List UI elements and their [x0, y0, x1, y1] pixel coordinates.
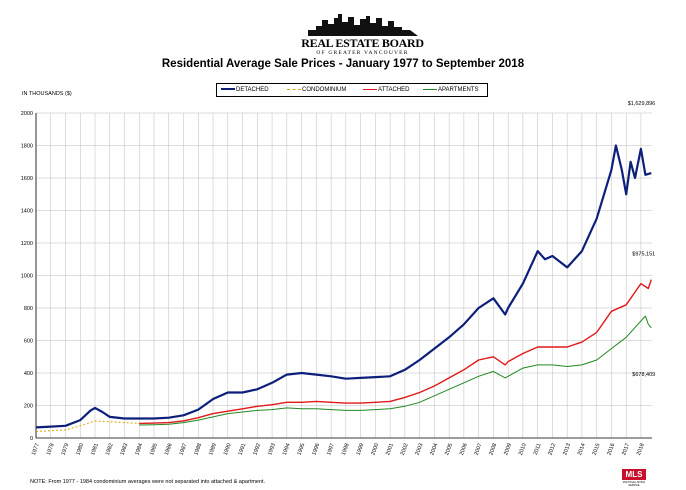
x-tick-label: 1982: [105, 443, 115, 457]
x-tick-label: 1999: [356, 443, 366, 457]
skyline-icon: [308, 14, 418, 36]
x-tick-label: 1986: [164, 443, 174, 457]
x-tick-label: 1992: [252, 443, 262, 457]
y-tick-label: 600: [24, 339, 33, 345]
x-tick-label: 1987: [179, 443, 189, 457]
x-tick-label: 2001: [385, 443, 395, 457]
y-tick-label: 1800: [21, 144, 33, 150]
x-tick-label: 1980: [75, 443, 85, 457]
legend-swatch-condominium: [287, 88, 301, 90]
y-tick-label: 1200: [21, 241, 33, 247]
x-tick-label: 2008: [488, 443, 498, 457]
legend-item-detached: DETACHED: [221, 86, 269, 94]
y-tick-label: 1600: [21, 176, 33, 182]
y-tick-label: 800: [24, 306, 33, 312]
x-tick-label: 2016: [606, 443, 616, 457]
legend-item-condominium: CONDOMINIUM: [287, 86, 346, 94]
x-tick-label: 2011: [533, 443, 543, 456]
series-line-apartments: [139, 315, 652, 426]
x-tick-label: 2017: [621, 443, 631, 457]
x-tick-label: 2014: [577, 443, 587, 457]
footnote: NOTE: From 1977 - 1984 condominium avera…: [30, 479, 266, 485]
x-tick-label: 1981: [90, 443, 100, 457]
y-tick-label: 1400: [21, 209, 33, 215]
legend-label-attached: ATTACHED: [378, 87, 410, 93]
x-tick-label: 1998: [341, 443, 351, 457]
x-tick-label: 2007: [474, 443, 484, 457]
x-tick-label: 1995: [297, 443, 307, 457]
legend-label-detached: DETACHED: [236, 87, 269, 93]
x-tick-label: 1990: [223, 443, 233, 457]
y-tick-label: 2000: [21, 111, 33, 117]
legend-swatch-apartments: [423, 88, 437, 90]
legend-swatch-detached: [221, 88, 235, 91]
series-line-attached: [139, 279, 652, 425]
x-tick-label: 1983: [120, 443, 130, 457]
x-tick-label: 2009: [503, 443, 513, 457]
legend-item-apartments: APARTMENTS: [423, 86, 478, 94]
x-tick-label: 2004: [429, 443, 439, 457]
y-units-label: IN THOUSANDS ($): [22, 91, 72, 97]
annotation-attached: $975,151: [632, 252, 655, 258]
x-tick-label: 1989: [208, 443, 218, 457]
x-tick-label: 2013: [562, 443, 572, 457]
x-tick-label: 2002: [400, 443, 410, 457]
mls-logo: MLS: [622, 469, 646, 480]
x-tick-label: 1979: [61, 443, 71, 457]
x-tick-label: 1997: [326, 443, 336, 457]
x-tick-label: 2005: [444, 443, 454, 457]
x-tick-label: 1984: [134, 443, 144, 457]
x-tick-label: 1996: [311, 443, 321, 457]
chart-title: Residential Average Sale Prices - Januar…: [161, 58, 525, 70]
legend-label-condominium: CONDOMINIUM: [302, 87, 347, 93]
x-tick-label: 1994: [282, 443, 292, 457]
x-tick-label: 2015: [592, 443, 602, 457]
x-tick-label: 2006: [459, 443, 469, 457]
x-tick-label: 2018: [636, 443, 646, 457]
y-tick-label: 0: [30, 436, 33, 442]
x-tick-label: 2000: [370, 443, 380, 457]
x-tick-label: 1988: [193, 443, 203, 457]
x-tick-label: 2012: [547, 443, 557, 457]
logo-title: REAL ESTATE BOARD: [301, 36, 424, 50]
legend-label-apartments: APARTMENTS: [438, 87, 479, 93]
mls-text: MULTIPLE LISTING SERVICE: [622, 481, 646, 487]
annotation-apartments: $678,409: [632, 372, 655, 378]
series-line-condominium: [35, 420, 140, 432]
chart-legend: DETACHED CONDOMINIUM ATTACHED APARTMENTS: [216, 83, 488, 97]
x-tick-label: 1991: [238, 443, 248, 457]
real-estate-board-logo: REAL ESTATE BOARD OF GREATER VANCOUVER: [300, 14, 425, 58]
x-tick-label: 2010: [518, 443, 528, 457]
series-line-detached: [35, 144, 652, 429]
x-tick-label: 1978: [46, 443, 56, 457]
legend-item-attached: ATTACHED: [363, 86, 409, 94]
x-tick-label: 1985: [149, 443, 159, 457]
y-tick-label: 1000: [21, 274, 33, 280]
y-tick-label: 400: [24, 371, 33, 377]
annotation-detached: $1,629,896: [628, 101, 656, 107]
y-tick-label: 200: [24, 404, 33, 410]
mls-badge: MLS MULTIPLE LISTING SERVICE: [622, 469, 646, 487]
x-tick-label: 1977: [31, 443, 41, 457]
logo-subtitle: OF GREATER VANCOUVER: [316, 50, 409, 56]
x-tick-label: 2003: [415, 443, 425, 457]
legend-swatch-attached: [363, 88, 377, 90]
x-tick-label: 1993: [267, 443, 277, 457]
